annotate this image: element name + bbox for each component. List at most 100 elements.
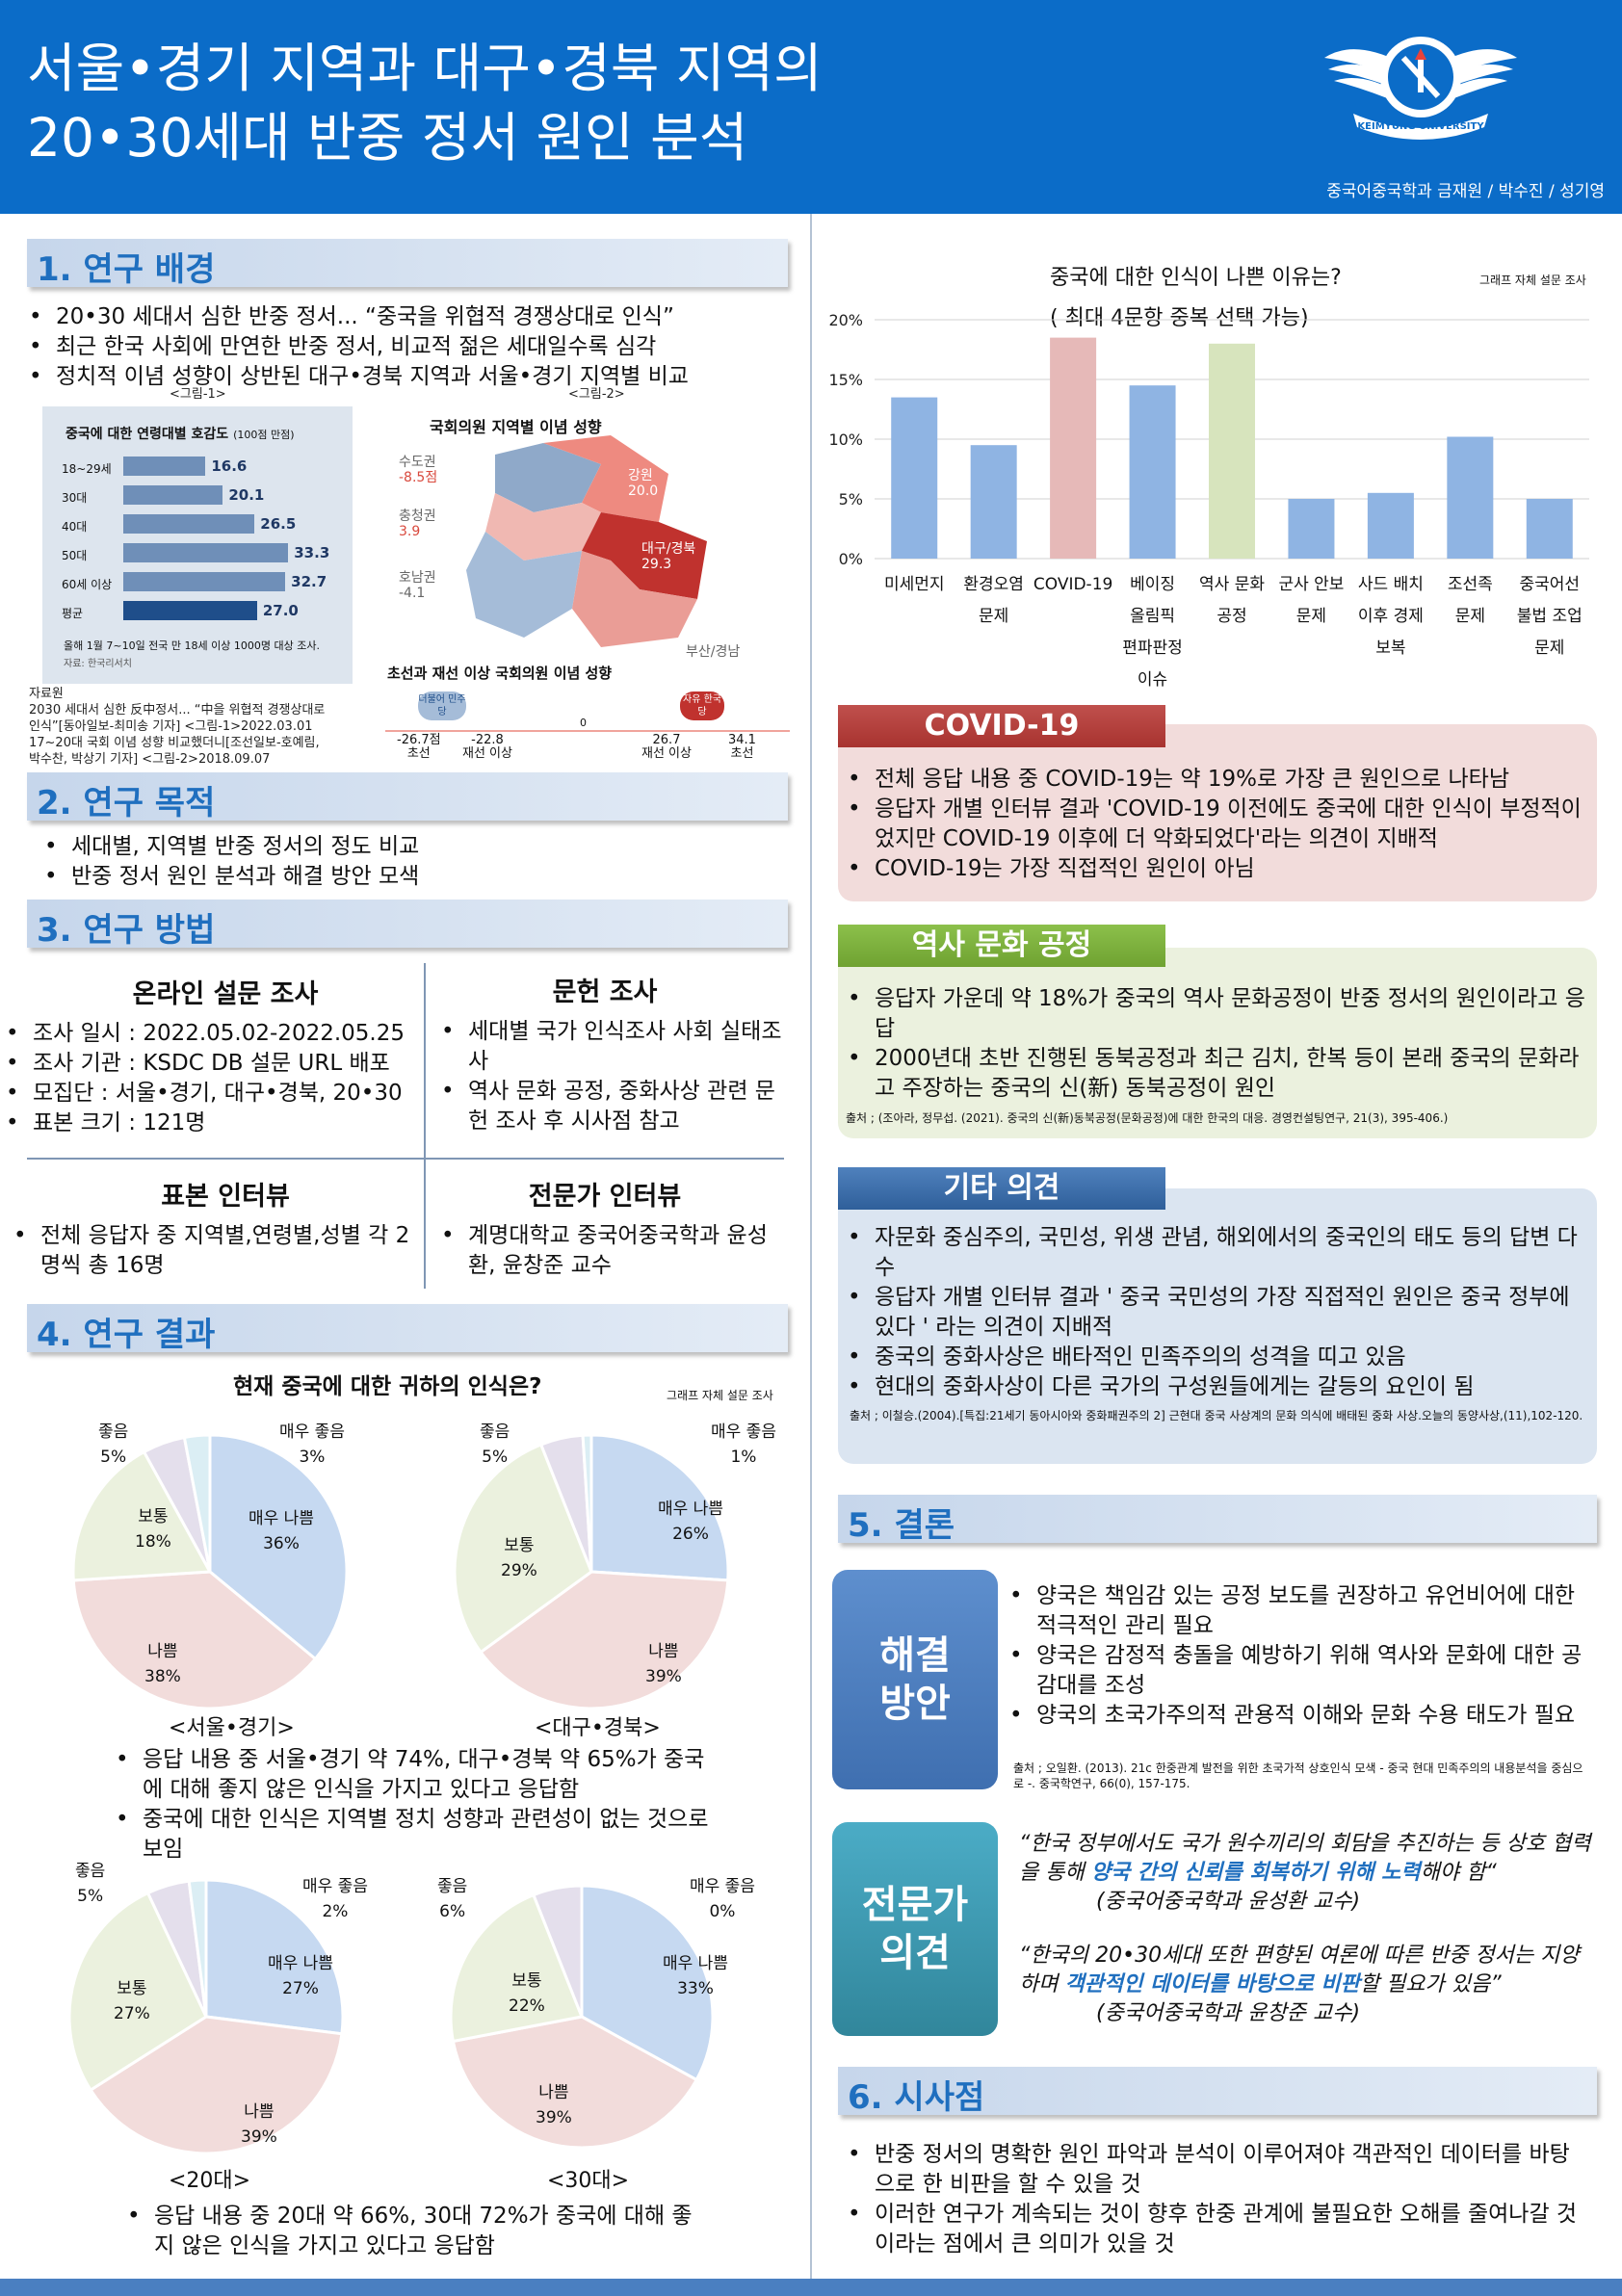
history-bullets: 응답자 가운데 약 18%가 중국의 역사 문화공정이 반중 정서의 원인이라고… <box>846 984 1587 1104</box>
pie-slice <box>182 1433 212 1573</box>
figure-1-row-label: 50대 <box>62 549 88 562</box>
pie-slice-label: 매우 나쁨 36% <box>249 1509 314 1553</box>
pie-slice <box>208 1433 349 1661</box>
y-tick-label: 0% <box>839 550 863 568</box>
pie-slice-label: 좋음 6% <box>437 1877 468 1921</box>
pie-charts-layer <box>67 1433 730 2155</box>
footer-bar <box>0 2279 1622 2296</box>
other-bullets: 자문화 중심주의, 국민성, 위생 관념, 해외에서의 중국인의 태도 등의 답… <box>846 1223 1587 1402</box>
solution-source: 출처 ; 오일환. (2013). 21c 한중관계 발전을 위한 초국가적 상… <box>1013 1761 1583 1790</box>
bullet-item: 현대의 중화사상이 다른 국가의 구성원들에게는 갈등의 요인이 됨 <box>846 1372 1587 1402</box>
section-title: 6. 시사점 <box>848 2078 985 2117</box>
region-value: -4.1 <box>399 586 426 601</box>
scale-label: 재선 이상 <box>641 746 692 761</box>
figure-1-bar <box>123 543 289 562</box>
literature-heading: 문헌 조사 <box>552 978 658 1007</box>
bullet-item: 양국은 책임감 있는 공정 보도를 권장하고 유언비어에 대한 적극적인 관리 … <box>1007 1581 1585 1641</box>
purpose-bullets: 세대별, 지역별 반중 정서의 정도 비교 반중 정서 원인 분석과 해결 방안… <box>42 832 774 892</box>
quote-author: (중국어중국학과 윤성환 교수) <box>1096 1890 1361 1914</box>
bar <box>1288 499 1335 559</box>
source-line: 2030 세대서 심한 反中정서... “中을 위협적 경쟁상대로 <box>29 703 326 718</box>
section-title-background: 5. 결론 <box>838 1495 1597 1545</box>
pie-slice <box>204 1878 345 2036</box>
section-title: 2. 연구 목적 <box>37 784 216 822</box>
pie-slice <box>453 1443 593 1655</box>
pie-slice <box>479 1570 730 1710</box>
pie-slice-label: 나쁨 39% <box>645 1642 682 1686</box>
figure-1-bar <box>123 485 223 505</box>
history-heading: 역사 문화 공정 <box>838 925 1165 967</box>
figure-1-bar <box>123 572 286 591</box>
svg-text:KEIMYUNG UNIVERSITY: KEIMYUNG UNIVERSITY <box>1357 121 1484 132</box>
pie-slice-label: 좋음 5% <box>75 1862 106 1906</box>
bullet-item: 자문화 중심주의, 국민성, 위생 관념, 해외에서의 중국인의 태도 등의 답… <box>846 1223 1587 1283</box>
bullet-item: 정치적 이념 성향이 상반된 대구•경북 지역과 서울•경기 지역별 비교 <box>27 362 788 392</box>
pie-slice <box>449 1892 585 2044</box>
quote-highlight: 객관적인 데이터를 바탕으로 비판 <box>1064 1972 1360 1996</box>
pie-slice-label: 보통 29% <box>501 1536 537 1580</box>
x-tick-label: 보복 <box>1375 639 1405 658</box>
other-heading: 기타 의견 <box>838 1167 1165 1210</box>
pie-slice <box>531 1884 584 2018</box>
figure-sources: 자료원 2030 세대서 심한 反中정서... “中을 위협적 경쟁상대로 인식… <box>29 686 376 768</box>
x-tick-label: 문제 <box>1296 607 1326 626</box>
bullet-item: 최근 한국 사회에 만연한 반중 정서, 비교적 젊은 세대일수록 심각 <box>27 332 788 362</box>
figure-1-row-label: 60세 이상 <box>62 578 113 591</box>
expert-interview-heading: 전문가 인터뷰 <box>528 1182 682 1212</box>
figure-2-title: 국회의원 지역별 이념 성향 <box>430 418 602 436</box>
bullet-item: 응답자 가운데 약 18%가 중국의 역사 문화공정이 반중 정서의 원인이라고… <box>846 984 1587 1044</box>
section-title-background: 4. 연구 결과 <box>27 1304 788 1354</box>
figure-1-bar-value: 27.0 <box>262 602 299 619</box>
bullet-item: 응답자 개별 인터뷰 결과 ' 중국 국민성의 가장 직접적인 원인은 중국 정… <box>846 1283 1587 1343</box>
pie-slice-label: 좋음 5% <box>480 1422 510 1467</box>
background-bullets: 20•30 세대서 심한 반중 정서... “중국을 위협적 경쟁상대로 인식”… <box>27 302 788 392</box>
x-tick-label: 문제 <box>1534 639 1564 658</box>
figure-1-unit: (100점 만점) <box>233 429 295 441</box>
source-line: 자료원 <box>29 687 64 701</box>
region-name: 부산/경남 <box>686 644 741 660</box>
pie-slice-label: 좋음 5% <box>98 1422 129 1467</box>
figure-1-bar-value: 32.7 <box>291 573 327 590</box>
bar <box>1447 436 1494 559</box>
x-tick-label: 역사 문화 <box>1199 575 1265 594</box>
bullet-item: 세대별, 지역별 반중 정서의 정도 비교 <box>42 832 774 862</box>
literature-list: 세대별 국가 인식조사 사회 실태조사 역사 문화 공정, 중화사상 관련 문헌… <box>439 1017 788 1136</box>
bullet-item: 20•30 세대서 심한 반중 정서... “중국을 위협적 경쟁상대로 인식” <box>27 302 788 332</box>
bullet-item: 역사 문화 공정, 중화사상 관련 문헌 조사 후 시사점 참고 <box>439 1077 788 1136</box>
interview-list: 전체 응답자 중 지역별,연령별,성별 각 2명씩 총 16명 <box>12 1221 416 1281</box>
bullet-item: 전체 응답자 중 지역별,연령별,성별 각 2명씩 총 16명 <box>12 1221 416 1281</box>
x-tick-label: 조선족 <box>1448 575 1493 594</box>
figure-1-title: 중국에 대한 연령대별 호감도 <box>65 427 229 442</box>
bullet-item: 응답자 개별 인터뷰 결과 'COVID-19 이전에도 중국에 대한 인식이 … <box>846 795 1587 854</box>
other-source: 출처 ; 이철승.(2004).[특집:21세기 동아시아와 중화패권주의 2]… <box>850 1409 1583 1422</box>
scale-value: 34.1 <box>728 733 756 747</box>
scale-value: -26.7점 <box>397 733 441 747</box>
pie-slice-label: 매우 좋음 2% <box>302 1877 368 1921</box>
covid-heading: COVID-19 <box>838 705 1165 747</box>
region-value: 20.0 <box>628 483 659 499</box>
x-tick-label: 베이징 <box>1130 575 1175 594</box>
pie-slice <box>451 2015 699 2150</box>
poster-title-line2: 20•30세대 반중 정서 원인 분석 <box>27 107 748 169</box>
bullet-item: COVID-19는 가장 직접적인 원인이 아님 <box>846 854 1587 884</box>
pie-slice <box>187 1878 208 2018</box>
section-title-background: 3. 연구 방법 <box>27 900 788 950</box>
quote-highlight: 양국 간의 신뢰를 회복하기 위해 노력 <box>1090 1861 1421 1885</box>
x-tick-label: 미세먼지 <box>884 575 945 594</box>
figure-1-bar <box>123 601 257 620</box>
quote-author: (중국어중국학과 윤창준 교수) <box>1096 2001 1361 2025</box>
figure-1-bar-value: 33.3 <box>294 544 330 561</box>
bar <box>1209 343 1255 559</box>
figure-1-row-label: 40대 <box>62 520 88 534</box>
bullet-item: 이러한 연구가 계속되는 것이 향후 한중 관계에 불필요한 오해를 줄여나갈 … <box>846 2200 1587 2259</box>
solution-bullets: 양국은 책임감 있는 공정 보도를 권장하고 유언비어에 대한 적극적인 관리 … <box>1007 1581 1585 1731</box>
region-name: 충청권 <box>399 509 436 524</box>
figure-1-row-label: 30대 <box>62 491 88 505</box>
figure-1-row-label: 평균 <box>62 607 84 620</box>
covid-bullets: 전체 응답 내용 중 COVID-19는 약 19%로 가장 큰 원인으로 나타… <box>846 765 1587 884</box>
section-title: 4. 연구 결과 <box>37 1316 216 1354</box>
x-tick-label: 사드 배치 <box>1358 575 1424 594</box>
bar <box>1367 492 1414 559</box>
party-right-badge: 자유 한국당 <box>680 691 724 720</box>
figure-1-age-favorability: 중국에 대한 연령대별 호감도 (100점 만점) 18~29세 16.6 30대 2… <box>42 406 353 684</box>
